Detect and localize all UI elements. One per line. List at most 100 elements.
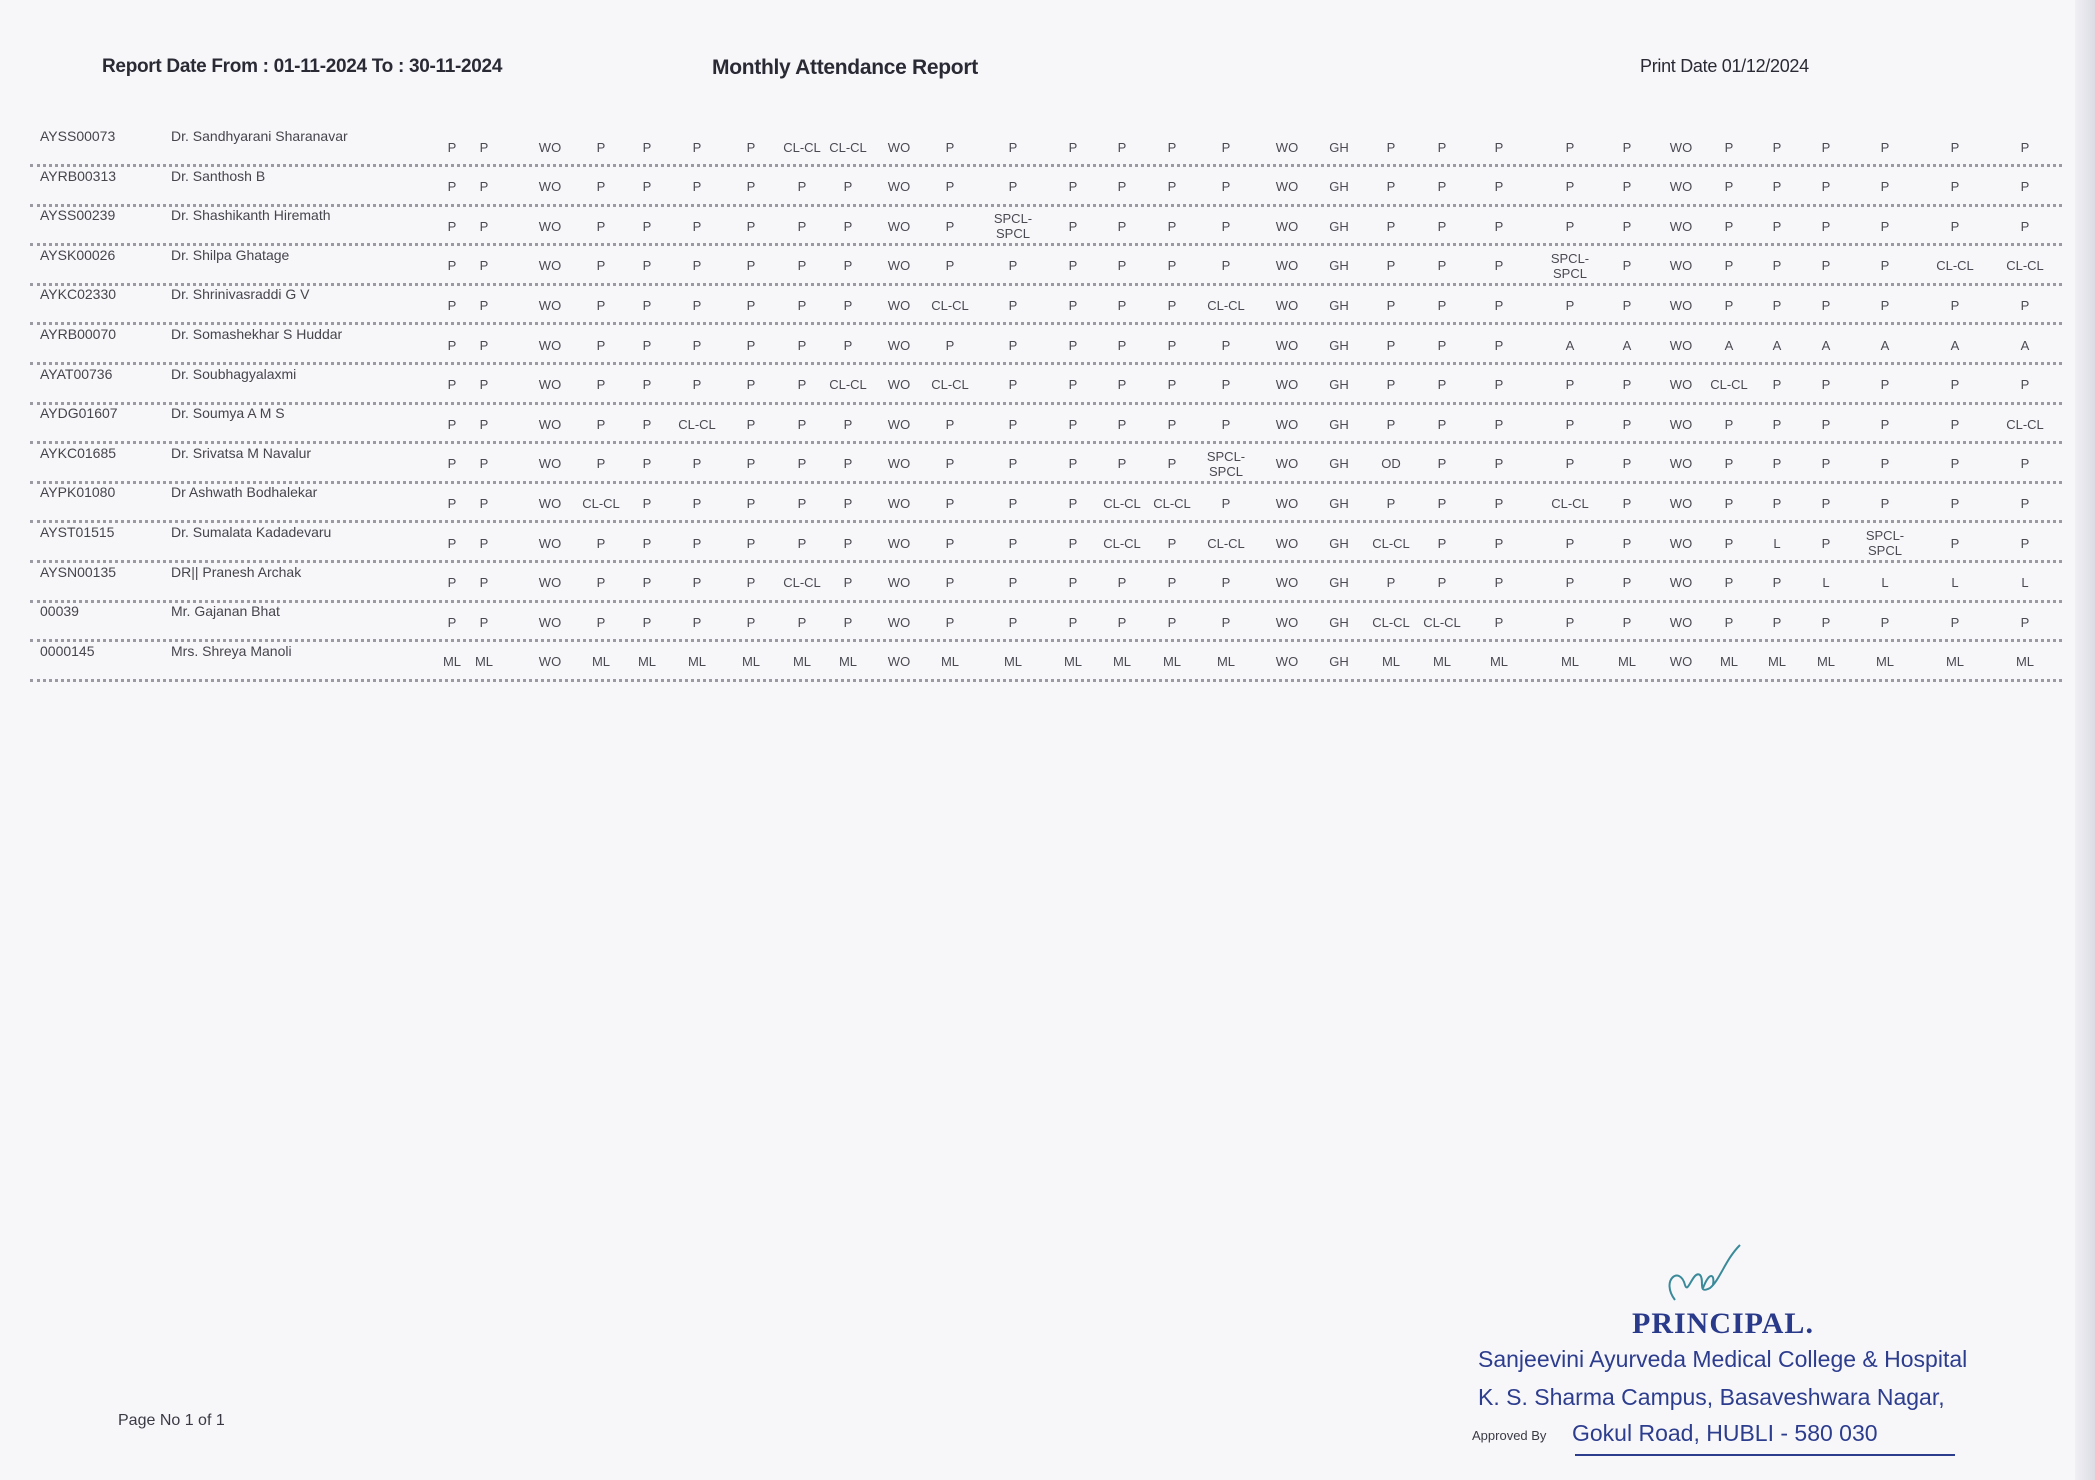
employee-id: 00039 [40,603,79,620]
attendance-cell-day-16: P [1221,495,1231,511]
attendance-cell-day-29: ML [1945,654,1965,670]
attendance-cell-day-30: P [2020,614,2030,630]
attendance-cell-day-28: A [1880,337,1890,353]
attendance-cell-day-6: ML [687,654,707,670]
page-number: Page No 1 of 1 [118,1412,225,1429]
attendance-cell-day-11: P [945,575,955,591]
attendance-cell-day-24: WO [1669,654,1693,670]
table-row: AYRB00313 Dr. Santhosh B P P WO P P P P P P WO P P P P P… [30,164,2062,207]
attendance-cell-day-25: P [1724,179,1734,195]
attendance-cell-day-19: ML [1381,654,1401,670]
attendance-cell-day-23: P [1622,139,1632,155]
attendance-cell-day-14: CL-CL [1103,535,1141,551]
attendance-cell-day-24: WO [1669,297,1693,313]
table-row: AYST01515 Dr. Sumalata Kadadevaru P P WO P P P P… [30,520,2062,563]
attendance-cell-day-3: WO [538,377,562,393]
attendance-cell-day-20: P [1437,495,1447,511]
attendance-cell-day-12: P [1008,139,1018,155]
employee-id: AYRB00313 [40,167,117,184]
attendance-cell-day-11: P [945,416,955,432]
attendance-cell-day-19: P [1386,377,1396,393]
attendance-cell-day-21: P [1494,416,1504,432]
attendance-cell-day-18: GH [1329,535,1349,551]
attendance-cell-day-1: P [447,377,457,393]
attendance-cell-day-19: P [1386,337,1396,353]
attendance-cell-day-17: WO [1275,654,1299,670]
attendance-cell-day-8: P [797,416,807,432]
attendance-cell-day-25: CL-CL [1710,377,1748,393]
attendance-cell-day-6: P [692,337,702,353]
attendance-cell-day-4: P [596,258,606,274]
attendance-cell-day-3: WO [538,258,562,274]
attendance-cell-day-19: P [1386,139,1396,155]
attendance-cell-day-29: A [1950,337,1960,353]
attendance-cell-day-25: P [1724,416,1734,432]
attendance-cell-day-13: P [1068,297,1078,313]
attendance-cell-day-7: P [746,218,756,234]
attendance-cell-day-1: P [447,297,457,313]
attendance-cell-day-30: A [2020,337,2030,353]
attendance-cell-day-19: P [1386,218,1396,234]
attendance-cell-day-20: P [1437,139,1447,155]
attendance-cell-day-26: P [1772,495,1782,511]
attendance-cell-day-13: ML [1063,654,1083,670]
attendance-cell-day-10: WO [887,416,911,432]
attendance-cell-day-16: P [1221,179,1231,195]
attendance-cell-day-15: P [1167,258,1177,274]
attendance-cell-day-15: P [1167,179,1177,195]
attendance-cell-day-21: P [1494,456,1504,472]
attendance-cell-day-16: P [1221,575,1231,591]
attendance-cell-day-27: P [1821,495,1831,511]
attendance-cell-day-24: WO [1669,179,1693,195]
attendance-cell-day-17: WO [1275,495,1299,511]
attendance-cell-day-10: WO [887,139,911,155]
attendance-cell-day-29: P [1950,535,1960,551]
attendance-cell-day-26: P [1772,456,1782,472]
attendance-cell-day-29: P [1950,179,1960,195]
attendance-cell-day-29: P [1950,416,1960,432]
attendance-cell-day-19: CL-CL [1372,614,1410,630]
attendance-cell-day-29: P [1950,456,1960,472]
attendance-cell-day-22: P [1565,575,1575,591]
table-row: AYKC01685 Dr. Srivatsa M Navalur P P WO P P P P P… [30,441,2062,484]
attendance-cell-day-15: P [1167,139,1177,155]
attendance-cell-day-25: P [1724,258,1734,274]
attendance-cell-day-7: P [746,614,756,630]
attendance-cell-day-9: P [843,535,853,551]
table-row: AYSS00239 Dr. Shashikanth Hiremath P P WO P P P… [30,203,2062,247]
attendance-cell-day-2: P [479,218,489,234]
report-date-range: Report Date From : 01-11-2024 To : 30-11… [102,56,503,77]
attendance-cell-day-21: P [1494,139,1504,155]
attendance-cell-day-3: WO [538,535,562,551]
attendance-cell-day-29: CL-CL [1936,258,1974,274]
attendance-cell-day-18: GH [1329,139,1349,155]
approved-by-label: Approved By [1472,1428,1547,1443]
attendance-cell-day-14: P [1117,258,1127,274]
attendance-cell-day-25: P [1724,139,1734,155]
table-row: 00039 Mr. Gajanan Bhat P P WO P P P P P P WO P P P P P P W… [30,599,2062,643]
attendance-cell-day-13: P [1068,495,1078,511]
attendance-cell-day-28: P [1880,614,1890,630]
table-row: AYSS00073 Dr. Sandhyarani Sharanavar P P WO P… [30,124,2062,167]
attendance-cell-day-27: A [1821,337,1831,353]
attendance-cell-day-5: P [642,456,652,472]
employee-name: Dr. Soumya A M S [171,405,285,422]
attendance-cell-day-19: OD [1381,456,1401,472]
attendance-cell-day-2: P [479,377,489,393]
table-row: AYSK00026 Dr. Shilpa Ghatage P P WO P P P P P P WO P… [30,243,2062,286]
attendance-cell-day-2: P [479,337,489,353]
attendance-cell-day-26: ML [1767,654,1787,670]
attendance-cell-day-11: P [945,535,955,551]
stamp-line-1: Sanjeevini Ayurveda Medical College & Ho… [1478,1346,1968,1372]
attendance-cell-day-25: P [1724,495,1734,511]
attendance-cell-day-20: P [1437,297,1447,313]
attendance-cell-day-1: P [447,495,457,511]
attendance-cell-day-12: P [1008,337,1018,353]
attendance-cell-day-1: P [447,575,457,591]
attendance-cell-day-24: WO [1669,535,1693,551]
attendance-cell-day-22: ML [1560,654,1580,670]
attendance-cell-day-9: P [843,495,853,511]
attendance-cell-day-3: WO [538,416,562,432]
attendance-cell-day-11: P [945,179,955,195]
attendance-cell-day-13: P [1068,456,1078,472]
